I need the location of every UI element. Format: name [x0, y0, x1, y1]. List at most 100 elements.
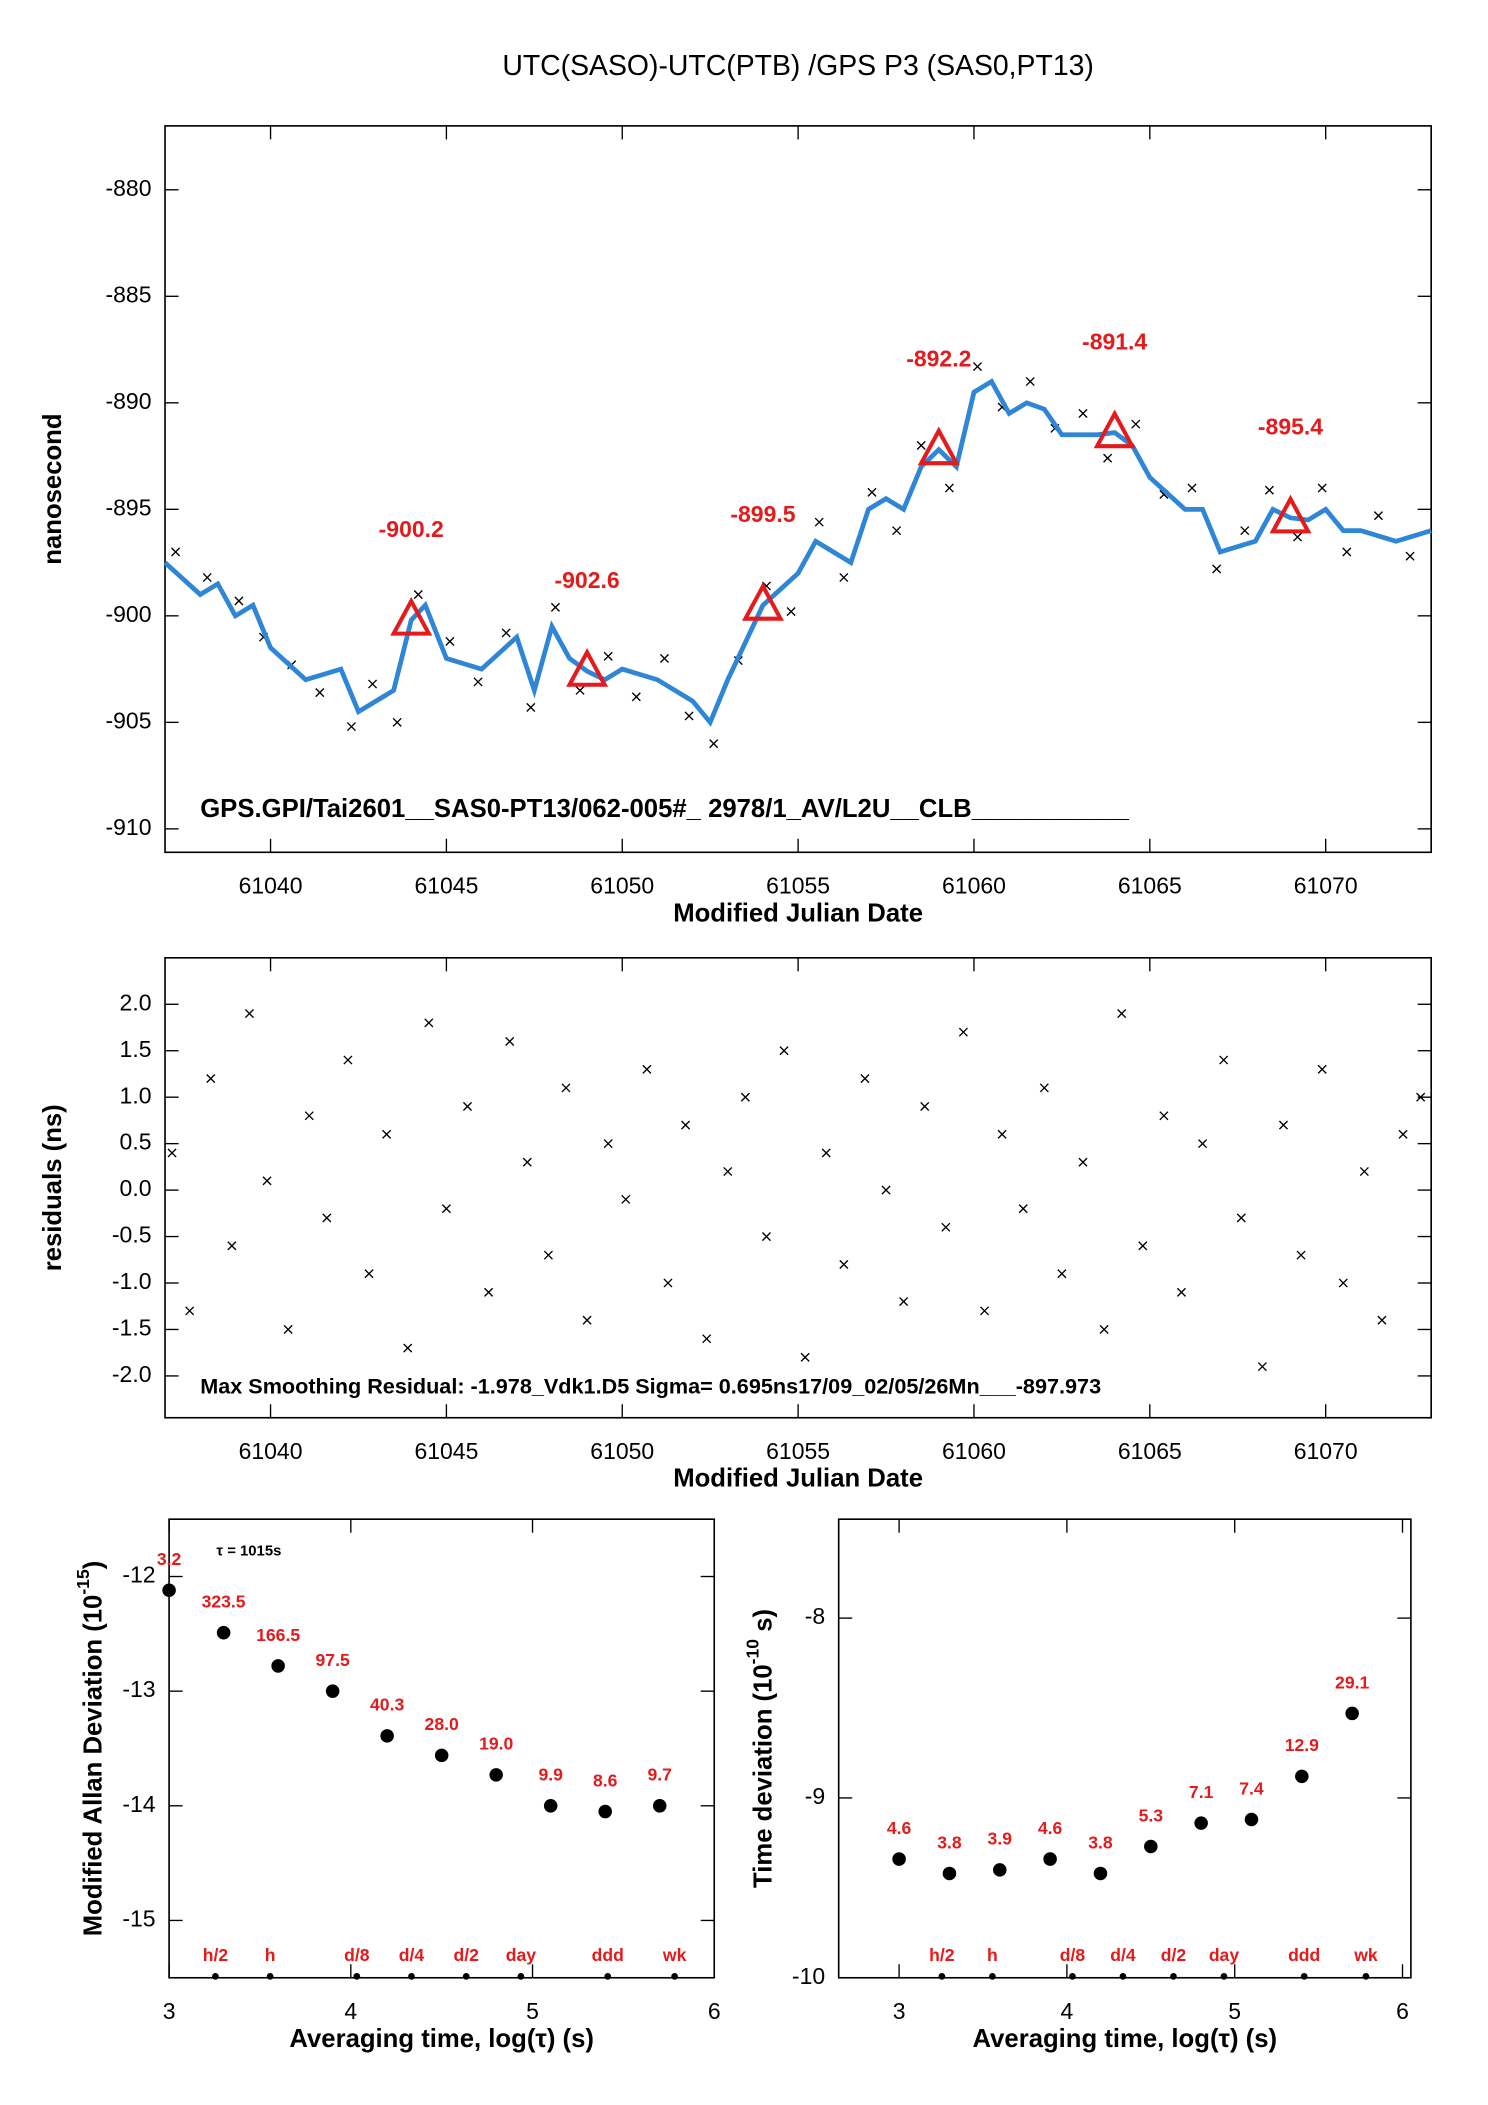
data-point	[441, 1204, 451, 1214]
data-point	[234, 596, 244, 606]
data-point	[1345, 1706, 1359, 1721]
y-axis-label-text: residuals (ns)	[39, 1104, 67, 1271]
point-label: 9.7	[648, 1765, 672, 1785]
data-point	[642, 1064, 652, 1074]
data-point	[1244, 1812, 1259, 1827]
data-point	[621, 1194, 631, 1204]
data-point	[1144, 1839, 1158, 1854]
value-label: -900.2	[379, 516, 444, 542]
data-point	[403, 1343, 413, 1353]
data-point	[1187, 483, 1197, 493]
data-point	[1138, 1241, 1148, 1251]
period-label: d/8	[344, 1945, 370, 1965]
period-label: day	[506, 1945, 537, 1965]
y-axis-label-text: nanosecond	[39, 413, 67, 564]
y-tick-label: -900	[105, 601, 151, 627]
period-marker	[604, 1973, 612, 1980]
data-point	[860, 1074, 870, 1084]
data-point	[1405, 551, 1415, 561]
data-point	[603, 1139, 613, 1149]
x-tick-label: 61050	[590, 1438, 654, 1464]
data-point	[484, 1287, 494, 1297]
x-tick-label: 61070	[1294, 1438, 1358, 1464]
x-tick-label: 6	[1396, 1998, 1409, 2024]
data-point	[206, 1074, 216, 1084]
data-point	[202, 572, 212, 583]
x-tick-label: 3	[163, 1998, 176, 2024]
point-label: 8.6	[593, 1770, 618, 1790]
data-point	[867, 487, 877, 497]
data-point	[1295, 1769, 1309, 1784]
point-label: 9.9	[538, 1765, 563, 1785]
x-axis-label: Averaging time, log(τ) (s)	[973, 2025, 1278, 2053]
period-marker	[1069, 1973, 1076, 1980]
y-tick-label: -12	[122, 1562, 155, 1588]
data-point	[489, 1768, 503, 1782]
x-tick-label: 4	[344, 1998, 357, 2024]
data-point	[1240, 526, 1250, 536]
data-point	[462, 1101, 473, 1112]
data-point	[1078, 1157, 1088, 1167]
period-label: d/2	[1161, 1945, 1187, 1965]
data-point	[1373, 511, 1383, 521]
data-point	[1317, 1064, 1327, 1074]
period-marker	[1220, 1973, 1228, 1980]
x-tick-label: 61040	[239, 873, 303, 899]
period-marker	[1170, 1973, 1177, 1980]
data-point	[1194, 1816, 1208, 1830]
data-point	[1219, 1055, 1229, 1065]
annotation: Max Smoothing Residual: -1.978_Vdk1.D5 S…	[200, 1374, 1101, 1399]
data-point	[942, 1866, 957, 1881]
data-point	[382, 1129, 392, 1139]
x-tick-label: 61050	[590, 873, 654, 899]
data-point	[1278, 1120, 1289, 1130]
y-tick-label: -885	[105, 281, 151, 307]
y-axis-label-end: s)	[749, 1609, 777, 1639]
data-point	[227, 1241, 237, 1251]
y-tick-label: -880	[105, 175, 151, 201]
data-point	[1093, 1866, 1108, 1881]
y-tick-label: 0.0	[120, 1175, 152, 1201]
data-point	[271, 1659, 285, 1673]
point-label: 3.2	[157, 1549, 182, 1569]
point-label: 3.9	[988, 1829, 1013, 1849]
y-tick-label: 1.5	[120, 1036, 152, 1062]
y-tick-label: -905	[105, 707, 151, 733]
x-tick-label: 61065	[1118, 1438, 1182, 1464]
point-label: 29.1	[1335, 1672, 1369, 1692]
data-point	[244, 1009, 254, 1019]
period-marker	[989, 1973, 996, 1980]
data-point	[979, 1306, 990, 1316]
data-point	[652, 1799, 667, 1813]
data-point	[505, 1036, 515, 1046]
period-label: wk	[1353, 1945, 1378, 1965]
data-point	[501, 628, 511, 638]
data-point	[392, 717, 402, 727]
data-point	[543, 1250, 553, 1260]
y-tick-label: 2.0	[120, 989, 152, 1015]
x-tick-label: 61045	[414, 873, 478, 899]
data-point	[631, 692, 641, 702]
x-tick-label: 61040	[239, 1438, 303, 1464]
data-point	[881, 1185, 891, 1195]
data-point	[1043, 1852, 1057, 1866]
point-label: 3.8	[937, 1832, 962, 1852]
plot-frame	[168, 1518, 716, 1979]
period-marker	[266, 1973, 274, 1980]
period-marker	[671, 1973, 679, 1980]
point-label: 7.1	[1189, 1782, 1214, 1802]
data-point	[598, 1804, 612, 1819]
data-point	[368, 679, 378, 689]
triangle-marker	[741, 581, 784, 621]
data-point	[561, 1083, 571, 1093]
data-point	[1057, 1269, 1067, 1279]
data-point	[892, 526, 902, 536]
data-point	[1039, 1083, 1049, 1093]
data-point	[473, 677, 483, 687]
data-point	[550, 602, 560, 612]
y-tick-label: -15	[122, 1906, 155, 1932]
y-tick-label: -8	[805, 1603, 825, 1629]
data-point	[740, 1092, 750, 1102]
